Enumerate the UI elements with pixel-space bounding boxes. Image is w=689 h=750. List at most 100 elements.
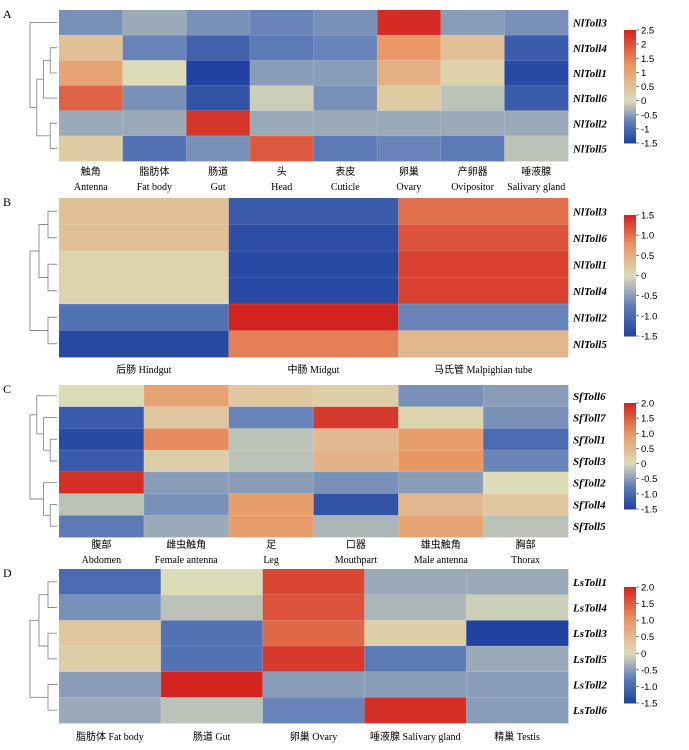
color-scale-segment bbox=[624, 269, 636, 272]
color-scale-segment bbox=[624, 631, 636, 634]
color-scale-segment bbox=[624, 473, 636, 476]
color-scale-segment bbox=[624, 648, 636, 652]
color-scale-segment bbox=[624, 445, 636, 448]
color-scale-segment bbox=[624, 105, 636, 108]
color-scale-segment bbox=[624, 275, 636, 279]
color-scale-segment bbox=[624, 452, 636, 455]
color-scale-segment bbox=[624, 447, 636, 450]
heatmap-cell bbox=[483, 406, 569, 429]
color-scale-segment bbox=[624, 456, 636, 459]
column-label-zh: 口器 bbox=[346, 539, 366, 551]
color-scale-segment bbox=[624, 486, 636, 489]
color-scale-segment bbox=[624, 429, 636, 432]
color-scale-segment bbox=[624, 592, 636, 596]
column-label: 唾液腺 Salivary gland bbox=[370, 730, 461, 743]
color-scale-segment bbox=[624, 619, 636, 623]
heatmap-cell bbox=[262, 569, 365, 596]
color-scale-segment bbox=[624, 327, 636, 331]
column-label-zh: 触角 bbox=[81, 165, 101, 178]
column-label-zh: 唾液腺 bbox=[521, 165, 551, 178]
color-scale-segment bbox=[624, 498, 636, 501]
heatmap-cell bbox=[313, 135, 378, 162]
color-scale-segment bbox=[624, 606, 636, 609]
color-scale-segment bbox=[624, 114, 636, 118]
heatmap-cell bbox=[504, 60, 569, 86]
color-scale-segment bbox=[624, 277, 636, 281]
heatmap-cell bbox=[143, 406, 230, 429]
heatmap-cell bbox=[364, 646, 467, 673]
heatmap-cell bbox=[364, 620, 467, 647]
color-scale-segment bbox=[624, 35, 636, 39]
color-scale-segment bbox=[624, 239, 636, 242]
dendrogram-branch bbox=[36, 395, 57, 435]
dendrogram-branch bbox=[49, 47, 57, 74]
scale-tick-label: 0.5 bbox=[641, 632, 654, 643]
color-scale-segment bbox=[624, 135, 636, 138]
color-scale-segment bbox=[624, 672, 636, 675]
panel-letter: D bbox=[3, 566, 12, 580]
color-scale-segment bbox=[624, 227, 636, 230]
color-scale-segment bbox=[624, 245, 636, 248]
heatmap-cell bbox=[249, 135, 314, 162]
color-scale-segment bbox=[624, 255, 636, 258]
heatmap-cell bbox=[466, 671, 569, 698]
heatmap-cell bbox=[122, 60, 187, 86]
dendrogram-branch bbox=[38, 594, 48, 647]
column-label: 脂肪体 Fat body bbox=[76, 730, 144, 743]
color-scale-segment bbox=[624, 109, 636, 112]
column-label-en: Abdomen bbox=[82, 555, 121, 566]
color-scale-segment bbox=[624, 650, 636, 654]
column-label-en: Ovary bbox=[396, 182, 421, 193]
color-scale-segment bbox=[624, 489, 636, 492]
color-scale-segment bbox=[624, 652, 636, 656]
color-scale-segment bbox=[624, 118, 636, 121]
color-scale-segment bbox=[624, 699, 636, 702]
heatmap-cell bbox=[160, 594, 263, 621]
color-scale-segment bbox=[624, 60, 636, 63]
heatmap-cell bbox=[313, 385, 399, 408]
heatmap-cell bbox=[59, 198, 230, 225]
heatmap-cell bbox=[377, 135, 442, 162]
row-label: LsToll1 bbox=[572, 577, 607, 589]
row-label: NlToll5 bbox=[572, 143, 607, 155]
heatmap-cell bbox=[377, 35, 442, 61]
row-label: LsToll2 bbox=[572, 680, 607, 692]
color-scale-segment bbox=[624, 271, 636, 274]
color-scale-segment bbox=[624, 633, 636, 636]
color-scale-segment bbox=[624, 505, 636, 508]
color-scale-segment bbox=[624, 301, 636, 305]
heatmap-cell bbox=[466, 646, 569, 673]
color-scale-segment bbox=[624, 494, 636, 498]
color-scale-segment bbox=[624, 84, 636, 87]
color-scale-segment bbox=[624, 299, 636, 303]
color-scale-segment bbox=[624, 677, 636, 681]
color-scale-segment bbox=[624, 685, 636, 689]
color-scale-segment bbox=[624, 225, 636, 228]
heatmap-cell bbox=[59, 330, 230, 358]
column-label-en: Antenna bbox=[74, 182, 108, 193]
color-scale-segment bbox=[624, 257, 636, 260]
color-scale-segment bbox=[624, 411, 636, 415]
color-scale-segment bbox=[624, 459, 636, 462]
scale-tick-label: -1 bbox=[641, 124, 649, 135]
heatmap-cell bbox=[59, 471, 145, 494]
heatmap-cell bbox=[398, 198, 569, 225]
scale-tick-label: 1.5 bbox=[641, 414, 654, 425]
color-scale-segment bbox=[624, 263, 636, 266]
color-scale-segment bbox=[624, 52, 636, 55]
heatmap-cell bbox=[186, 110, 251, 137]
color-scale-segment bbox=[624, 438, 636, 441]
color-scale-segment bbox=[624, 418, 636, 422]
color-scale-segment bbox=[624, 101, 636, 104]
heatmap-cell bbox=[313, 85, 378, 112]
heatmap-cell bbox=[228, 277, 399, 305]
heatmap-cell bbox=[398, 277, 569, 305]
color-scale-segment bbox=[624, 639, 636, 642]
heatmap-cell bbox=[59, 671, 162, 698]
color-scale-segment bbox=[624, 110, 636, 114]
heatmap-cell bbox=[313, 35, 378, 61]
color-scale-segment bbox=[624, 641, 636, 644]
color-scale-segment bbox=[624, 596, 636, 600]
color-scale-segment bbox=[624, 75, 636, 78]
color-scale-segment bbox=[624, 493, 636, 496]
